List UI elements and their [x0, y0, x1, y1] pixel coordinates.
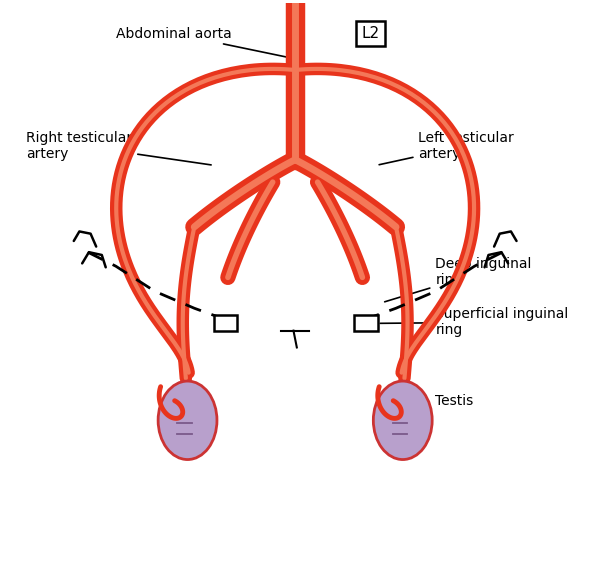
FancyBboxPatch shape: [354, 315, 377, 331]
Text: Left testicular
artery: Left testicular artery: [379, 131, 514, 165]
Text: L2: L2: [362, 26, 380, 41]
Text: Testis: Testis: [415, 394, 473, 419]
Text: Deep inguinal
ring: Deep inguinal ring: [385, 257, 532, 302]
Text: Superficial inguinal
ring: Superficial inguinal ring: [380, 307, 569, 337]
Text: Abdominal aorta: Abdominal aorta: [116, 27, 292, 58]
Ellipse shape: [373, 381, 432, 460]
FancyBboxPatch shape: [214, 315, 238, 331]
Ellipse shape: [158, 381, 217, 460]
Text: Right testicular
artery: Right testicular artery: [26, 131, 211, 165]
